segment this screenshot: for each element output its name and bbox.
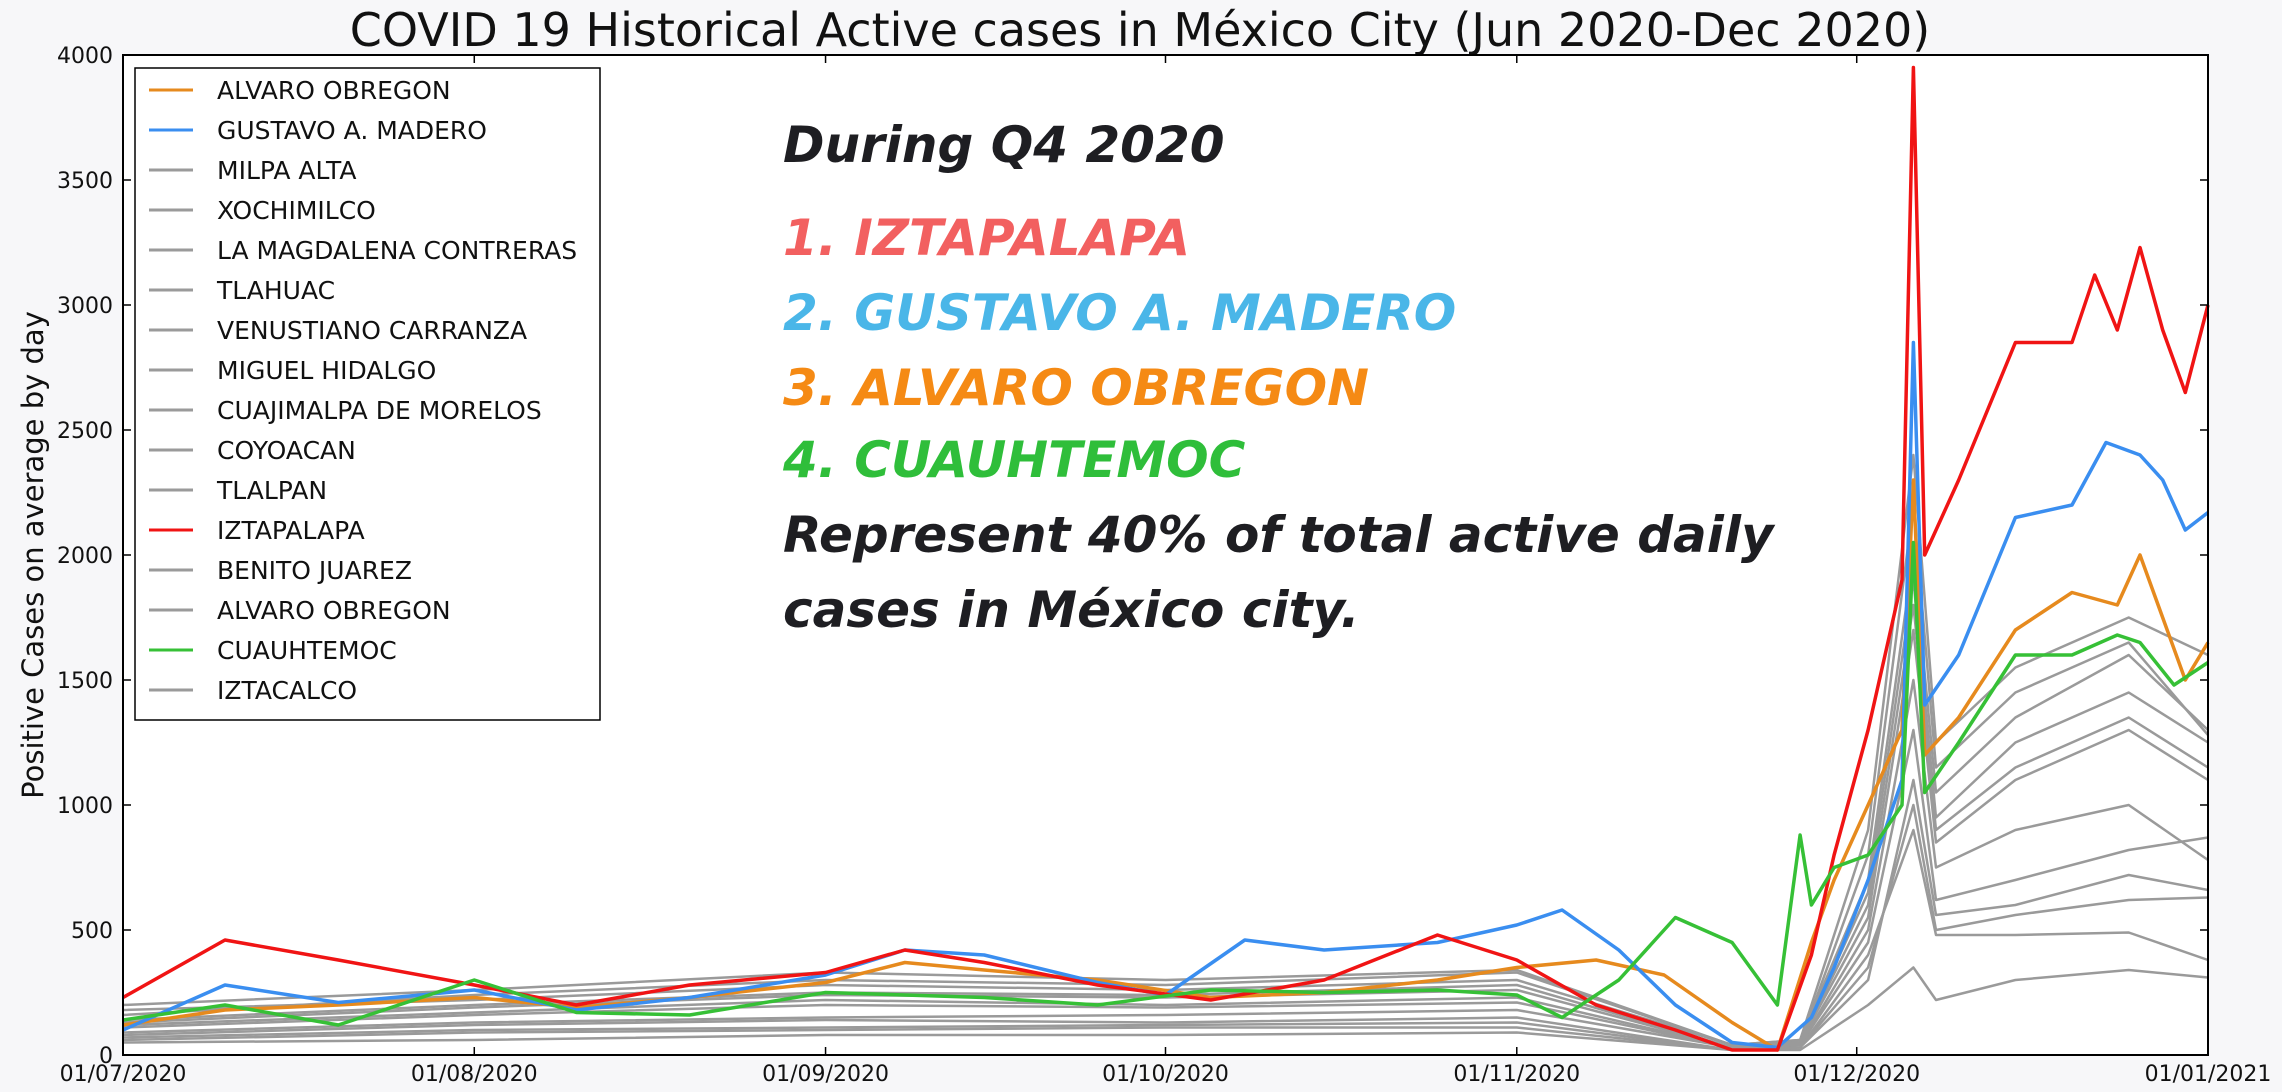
annotation-line: 4. CUAUHTEMOC xyxy=(782,431,1246,489)
series-line xyxy=(122,340,2210,1050)
series-line xyxy=(122,778,2209,1052)
legend-label: CUAUHTEMOC xyxy=(217,636,397,665)
y-tick-label: 1000 xyxy=(57,794,113,819)
y-tick-label: 3000 xyxy=(57,294,113,319)
legend-label: TLALPAN xyxy=(216,476,327,505)
y-axis-label: Positive Cases on average by day xyxy=(16,311,50,799)
annotation-block: During Q4 2020 1. IZTAPALAPA 2. GUSTAVO A.… xyxy=(782,116,1776,639)
legend-box xyxy=(134,67,601,721)
annotation-line: cases in México city. xyxy=(783,581,1360,639)
x-tick-label: 01/07/2020 xyxy=(60,1062,187,1087)
annotation-line: During Q4 2020 xyxy=(783,116,1225,174)
annotation-line: 3. ALVARO OBREGON xyxy=(783,359,1369,417)
y-tick-label: 0 xyxy=(99,1044,113,1069)
y-axis: 0 500 1000 1500 2000 2500 3000 3500 4000 xyxy=(57,44,2208,1069)
y-tick-label: 1500 xyxy=(57,669,113,694)
y-tick-label: 2500 xyxy=(57,419,113,444)
annotation-line: 2. GUSTAVO A. MADERO xyxy=(783,284,1456,342)
series-line xyxy=(122,540,2209,1027)
legend-label: TLAHUAC xyxy=(216,276,335,305)
legend-label: COYOACAN xyxy=(217,436,356,465)
legend-label: MILPA ALTA xyxy=(217,156,356,185)
y-tick-label: 2000 xyxy=(57,544,113,569)
series-line xyxy=(122,966,2209,1052)
series-line xyxy=(122,65,2210,1052)
x-tick-label: 01/11/2020 xyxy=(1453,1062,1580,1087)
legend-label: GUSTAVO A. MADERO xyxy=(217,116,487,145)
legend-label: CUAJIMALPA DE MORELOS xyxy=(217,396,542,425)
legend-label: LA MAGDALENA CONTRERAS xyxy=(217,236,577,265)
legend-label: MIGUEL HIDALGO xyxy=(217,356,436,385)
y-tick-label: 500 xyxy=(71,919,113,944)
legend-label: IZTAPALAPA xyxy=(217,516,365,545)
x-tick-label: 01/10/2020 xyxy=(1102,1062,1229,1087)
legend-label: IZTACALCO xyxy=(217,676,357,705)
annotation-line: Represent 40% of total active daily xyxy=(783,506,1776,564)
legend-label: XOCHIMILCO xyxy=(217,196,376,225)
legend-label: VENUSTIANO CARRANZA xyxy=(217,316,527,345)
series-line xyxy=(122,603,2209,1049)
chart-title: COVID 19 Historical Active cases in Méxi… xyxy=(350,3,1930,57)
x-tick-label: 01/08/2020 xyxy=(411,1062,538,1087)
series-line xyxy=(122,678,2209,1049)
legend-label: BENITO JUAREZ xyxy=(217,556,412,585)
x-tick-label: 01/12/2020 xyxy=(1793,1062,1920,1087)
y-tick-label: 3500 xyxy=(57,169,113,194)
series-lines xyxy=(122,65,2210,1052)
x-tick-label: 01/01/2021 xyxy=(2145,1062,2272,1087)
legend: ALVARO OBREGON GUSTAVO A. MADERO MILPA ALT… xyxy=(134,67,601,721)
x-axis: 01/07/2020 01/08/2020 01/09/2020 01/10/2020… xyxy=(60,55,2272,1087)
legend-label: ALVARO OBREGON xyxy=(217,596,451,625)
legend-label: ALVARO OBREGON xyxy=(217,76,451,105)
annotation-line: 1. IZTAPALAPA xyxy=(783,209,1190,267)
x-tick-label: 01/09/2020 xyxy=(762,1062,889,1087)
y-tick-label: 4000 xyxy=(57,44,113,69)
